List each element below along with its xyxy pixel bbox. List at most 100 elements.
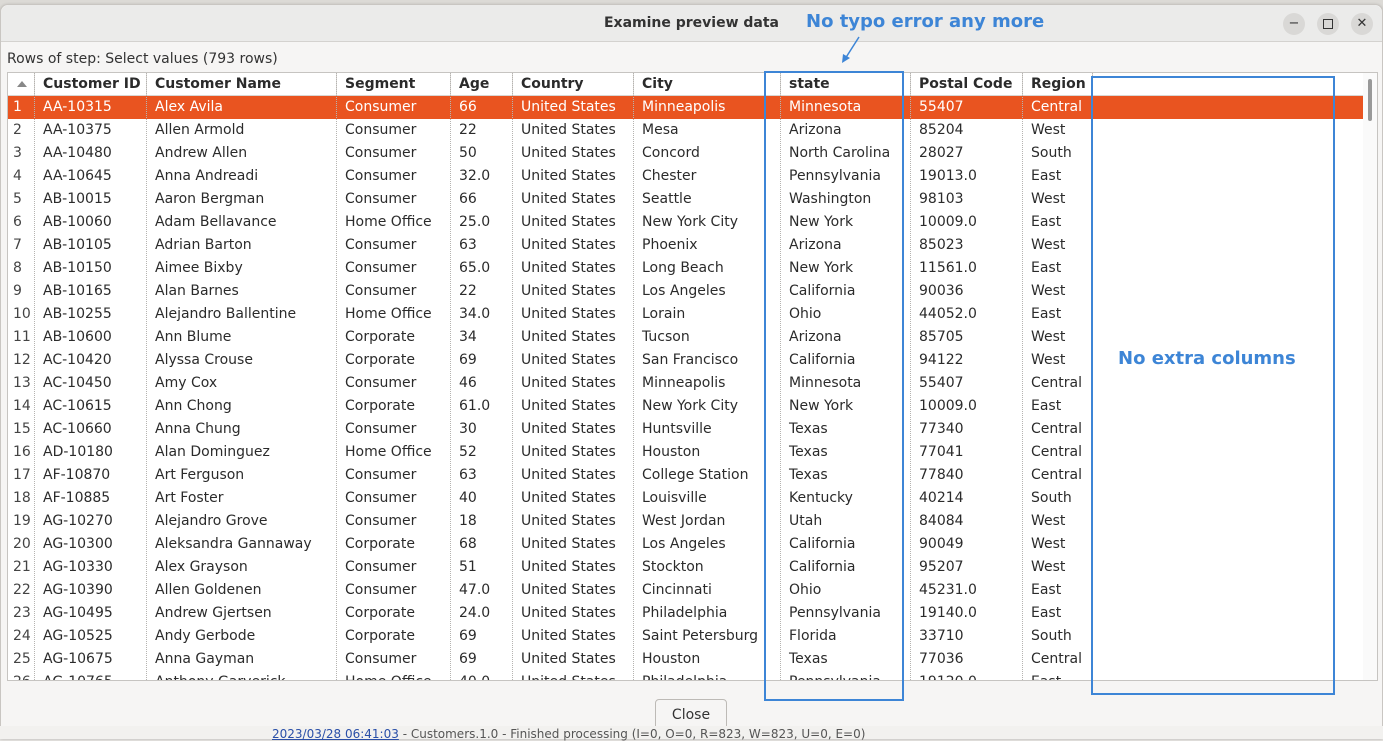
row-number-header[interactable]: [8, 73, 35, 95]
table-cell: AD-10180: [43, 444, 113, 460]
table-row[interactable]: 25 AG-10675 Anna Gayman Consumer 69 United St…: [8, 648, 1363, 671]
table-cell: Consumer: [345, 145, 417, 161]
table-row[interactable]: 10 AB-10255 Alejandro Ballentine Home Offic…: [8, 303, 1363, 326]
table-cell: Texas: [789, 467, 828, 483]
column-header-segment[interactable]: Segment: [337, 73, 451, 95]
table-row[interactable]: 15 AC-10660 Anna Chung Consumer 30 United Sta…: [8, 418, 1363, 441]
table-cell: 77340: [919, 421, 964, 437]
table-row[interactable]: 26AG-10765Anthony GarverickHome Office40…: [8, 671, 1363, 680]
column-header-customer-id[interactable]: Customer ID: [35, 73, 147, 95]
table-cell: United States: [521, 398, 616, 414]
table-cell: AC-10420: [43, 352, 112, 368]
table-row[interactable]: 18 AF-10885 Art Foster Consumer 40 United Sta…: [8, 487, 1363, 510]
column-header-customer-name[interactable]: Customer Name: [147, 73, 337, 95]
table-row[interactable]: 3 AA-10480 Andrew Allen Consumer 50 United St…: [8, 142, 1363, 165]
table-cell: Pennsylvania: [789, 605, 881, 621]
table-cell: New York City: [642, 214, 738, 230]
scrollbar-thumb[interactable]: [1368, 79, 1372, 121]
table-row[interactable]: 24 AG-10525 Andy Gerbode Corporate 69 United …: [8, 625, 1363, 648]
table-cell: 10009.0: [919, 398, 977, 414]
table-cell: 69: [459, 651, 477, 667]
table-cell: AG-10495: [43, 605, 113, 621]
column-divider: [146, 73, 147, 680]
table-row[interactable]: 12 AC-10420 Alyssa Crouse Corporate 69 United…: [8, 349, 1363, 372]
column-header-country[interactable]: Country: [513, 73, 634, 95]
maximize-button[interactable]: [1317, 13, 1339, 35]
table-row[interactable]: 23 AG-10495 Andrew Gjertsen Corporate 24.0 Un…: [8, 602, 1363, 625]
table-cell: 24.0: [459, 605, 491, 621]
table-cell: West: [1031, 191, 1066, 207]
log-timestamp[interactable]: 2023/03/28 06:41:03: [272, 727, 399, 741]
table-cell: 63: [459, 467, 477, 483]
table-cell: San Francisco: [642, 352, 739, 368]
table-cell: Consumer: [345, 99, 417, 115]
table-cell: Consumer: [345, 237, 417, 253]
table-row[interactable]: 20 AG-10300 Aleksandra Gannaway Corporate 68…: [8, 533, 1363, 556]
table-row[interactable]: 8 AB-10150 Aimee Bixby Consumer 65.0 United S…: [8, 257, 1363, 280]
table-cell: 19013.0: [919, 168, 977, 184]
table-row[interactable]: 1 AA-10315 Alex Avila Consumer 66 United Stat…: [8, 96, 1363, 119]
table-cell: Andrew Gjertsen: [155, 605, 272, 621]
table-cell: AC-10615: [43, 398, 112, 414]
table-cell: 28027: [919, 145, 964, 161]
table-row[interactable]: 22 AG-10390 Allen Goldenen Consumer 47.0 Unit…: [8, 579, 1363, 602]
table-cell: Corporate: [345, 329, 415, 345]
table-row[interactable]: 2 AA-10375 Allen Armold Consumer 22 United St…: [8, 119, 1363, 142]
column-header-postal-code[interactable]: Postal Code: [911, 73, 1023, 95]
table-row[interactable]: 16 AD-10180 Alan Dominguez Home Office 52 Uni…: [8, 441, 1363, 464]
table-cell: 50: [459, 145, 477, 161]
table-cell: 10009.0: [919, 214, 977, 230]
minimize-icon: −: [1288, 16, 1300, 31]
table-cell: 94122: [919, 352, 964, 368]
table-cell: AG-10270: [43, 513, 113, 529]
table-cell: Anna Andreadi: [155, 168, 259, 184]
vertical-scrollbar[interactable]: [1363, 73, 1377, 680]
table-row[interactable]: 13 AC-10450 Amy Cox Consumer 46 United States…: [8, 372, 1363, 395]
table-cell: United States: [521, 283, 616, 299]
minimize-button[interactable]: −: [1283, 13, 1305, 35]
table-cell: AG-10390: [43, 582, 113, 598]
row-number: 6: [13, 214, 22, 230]
table-cell: Corporate: [345, 536, 415, 552]
row-number: 11: [13, 329, 31, 345]
table-cell: Ann Chong: [155, 398, 232, 414]
table-row[interactable]: 7 AB-10105 Adrian Barton Consumer 63 United S…: [8, 234, 1363, 257]
preview-table[interactable]: Customer ID Customer Name Segment Age Countr…: [7, 72, 1378, 681]
table-header: Customer ID Customer Name Segment Age Countr…: [8, 73, 1377, 96]
table-row[interactable]: 5 AB-10015 Aaron Bergman Consumer 66 United S…: [8, 188, 1363, 211]
table-row[interactable]: 11 AB-10600 Ann Blume Corporate 34 United Sta…: [8, 326, 1363, 349]
table-row[interactable]: 19 AG-10270 Alejandro Grove Consumer 18 Unite…: [8, 510, 1363, 533]
row-number: 12: [13, 352, 31, 368]
log-message: - Customers.1.0 - Finished processing (I…: [398, 727, 866, 741]
table-cell: AB-10600: [43, 329, 112, 345]
table-cell: New York: [789, 214, 854, 230]
table-cell: United States: [513, 671, 634, 680]
table-cell: Anna Gayman: [155, 651, 255, 667]
column-header-city[interactable]: City: [634, 73, 781, 95]
column-divider: [450, 73, 451, 680]
table-cell: United States: [521, 306, 616, 322]
close-window-button[interactable]: ✕: [1351, 13, 1373, 35]
column-header-age[interactable]: Age: [451, 73, 513, 95]
table-row[interactable]: 9 AB-10165 Alan Barnes Consumer 22 United Sta…: [8, 280, 1363, 303]
table-row[interactable]: 21 AG-10330 Alex Grayson Consumer 51 United S…: [8, 556, 1363, 579]
table-cell: 66: [459, 99, 477, 115]
table-row[interactable]: 6 AB-10060 Adam Bellavance Home Office 25.0 U…: [8, 211, 1363, 234]
table-row[interactable]: 4 AA-10645 Anna Andreadi Consumer 32.0 United…: [8, 165, 1363, 188]
table-row[interactable]: 14 AC-10615 Ann Chong Corporate 61.0 United S…: [8, 395, 1363, 418]
column-header-region[interactable]: Region: [1023, 73, 1093, 95]
table-cell: United States: [521, 260, 616, 276]
table-cell: United States: [521, 352, 616, 368]
row-number: 3: [13, 145, 22, 161]
table-cell: 84084: [919, 513, 964, 529]
row-number: 10: [13, 306, 31, 322]
table-cell: 69: [459, 352, 477, 368]
table-cell: AB-10150: [43, 260, 112, 276]
row-number: 4: [13, 168, 22, 184]
table-cell: West: [1031, 329, 1066, 345]
table-row[interactable]: 17 AF-10870 Art Ferguson Consumer 63 United S…: [8, 464, 1363, 487]
table-cell: Ohio: [789, 306, 822, 322]
table-cell: Allen Armold: [155, 122, 245, 138]
table-cell: Consumer: [345, 375, 417, 391]
table-cell: 69: [459, 628, 477, 644]
